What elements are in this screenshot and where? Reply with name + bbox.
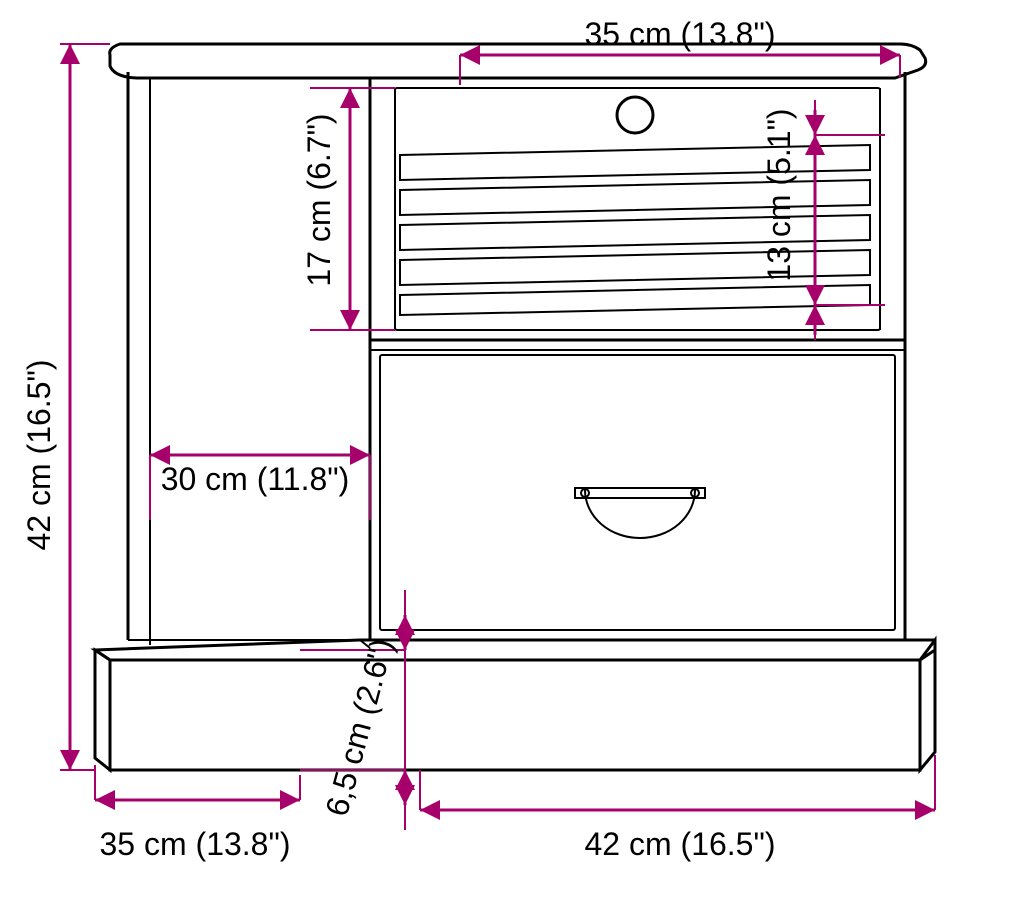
dimension-lines [60, 44, 935, 830]
cabinet-outline [95, 44, 935, 770]
cup-handle [575, 488, 705, 538]
svg-text:17 cm (6.7"): 17 cm (6.7") [301, 113, 337, 286]
svg-text:42 cm (16.5"): 42 cm (16.5") [585, 826, 776, 862]
svg-text:42 cm (16.5"): 42 cm (16.5") [21, 360, 57, 551]
svg-text:30 cm (11.8"): 30 cm (11.8") [161, 461, 350, 497]
svg-text:13 cm (5.1"): 13 cm (5.1") [761, 108, 797, 281]
svg-text:35 cm (13.8"): 35 cm (13.8") [100, 826, 291, 862]
svg-text:35 cm (13.8"): 35 cm (13.8") [585, 16, 776, 52]
louver-slats [400, 145, 870, 315]
svg-text:6,5 cm (2.6"): 6,5 cm (2.6") [318, 635, 400, 820]
dimension-texts: 42 cm (16.5") 35 cm (13.8") 42 cm (16.5") 6… [21, 16, 797, 862]
